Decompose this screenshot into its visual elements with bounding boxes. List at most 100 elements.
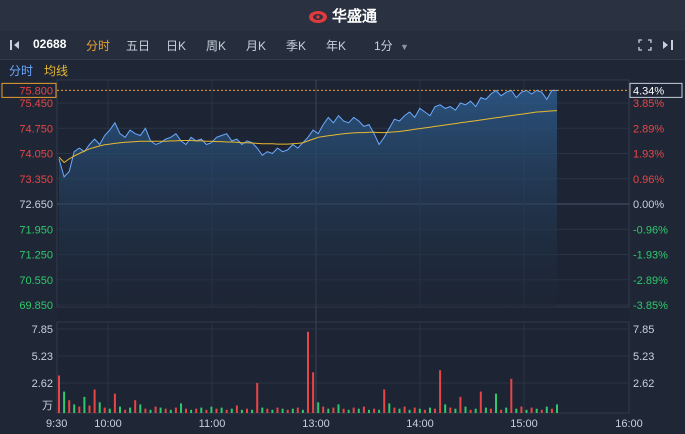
- pct-tick-label: 1.93%: [633, 149, 664, 161]
- current-pct-box: [629, 82, 683, 98]
- volume-bar: [429, 407, 431, 413]
- volume-bar: [134, 400, 137, 413]
- volume-bar: [286, 409, 289, 413]
- volume-bar: [357, 408, 360, 413]
- volume-bar: [124, 409, 127, 413]
- volume-bar: [174, 407, 177, 413]
- tab-weekly-k[interactable]: 周K: [206, 39, 227, 53]
- volume-bar: [210, 406, 213, 413]
- volume-bar: [352, 407, 355, 413]
- price-tick-label: 71.950: [19, 224, 53, 236]
- sub-tab-average[interactable]: 均线: [44, 64, 69, 78]
- price-area-fill: [59, 90, 557, 308]
- time-tick-label: 14:00: [406, 418, 434, 430]
- tab-intraday[interactable]: 分时: [86, 39, 111, 53]
- time-tick-label: 15:00: [510, 418, 538, 430]
- volume-bar: [149, 409, 152, 413]
- tab-quarterly-k[interactable]: 季K: [286, 39, 307, 53]
- collapse-right-icon[interactable]: [660, 39, 676, 51]
- volume-bar: [301, 409, 304, 413]
- time-tick-label: 13:00: [302, 418, 330, 430]
- volume-bar: [347, 409, 350, 413]
- volume-bar: [93, 389, 96, 413]
- interval-select[interactable]: 1分 ▼: [374, 37, 409, 54]
- fullscreen-icon[interactable]: [638, 39, 652, 51]
- volume-bar: [73, 404, 76, 413]
- current-price-box: [1, 82, 57, 98]
- stock-code: 02688: [33, 37, 67, 51]
- volume-bar: [489, 408, 492, 413]
- volume-bar: [495, 393, 497, 413]
- collapse-left-icon[interactable]: [9, 39, 23, 51]
- volume-bar: [413, 407, 416, 413]
- volume-tick-label-right: 2.62: [633, 378, 654, 390]
- volume-bar: [205, 409, 208, 413]
- volume-bar: [113, 393, 116, 413]
- volume-bar: [63, 391, 66, 413]
- volume-bar: [403, 406, 406, 413]
- volume-bar: [307, 331, 309, 413]
- axis-labels: 75.450 3.85% 74.750 2.89% 74.050 1.93% 73.350 0…: [1, 82, 683, 430]
- volume-bar: [317, 402, 320, 413]
- volume-tick-label: 2.62: [32, 378, 53, 390]
- volume-bar: [180, 403, 182, 413]
- volume-bar: [342, 408, 345, 413]
- volume-bar: [98, 402, 101, 413]
- pct-tick-label: 0.00%: [633, 199, 664, 211]
- volume-bar: [556, 404, 558, 413]
- volume-bar: [434, 408, 436, 413]
- volume-bar: [312, 372, 315, 413]
- brand-logo-icon: [308, 10, 327, 23]
- sub-tab-intraday[interactable]: 分时: [9, 64, 34, 78]
- interval-label: 1分: [374, 39, 393, 53]
- volume-bar: [154, 406, 157, 413]
- tab-yearly-k[interactable]: 年K: [326, 39, 347, 53]
- volume-bar: [185, 408, 187, 413]
- volume-bar: [383, 389, 386, 413]
- price-tick-label: 73.350: [19, 174, 53, 186]
- volume-bar: [88, 405, 91, 413]
- volume-bar: [373, 408, 376, 413]
- volume-bar: [337, 404, 340, 413]
- price-lines: [58, 89, 558, 178]
- toolbar: 02688 分时 五日 日K 周K 月K 季K 年K 1分 ▼: [0, 31, 685, 60]
- volume-bar: [510, 378, 513, 413]
- price-tick-label: 72.650: [19, 199, 53, 211]
- volume-tick-label: 5.23: [32, 351, 53, 363]
- tab-monthly-k[interactable]: 月K: [246, 39, 267, 53]
- volume-bar: [545, 406, 548, 413]
- volume-bar: [271, 409, 274, 413]
- tab-daily-k[interactable]: 日K: [166, 39, 187, 53]
- price-tick-label: 74.750: [19, 123, 53, 135]
- volume-bar: [159, 407, 162, 413]
- volume-bar: [281, 408, 284, 413]
- brand-name: 华盛通: [331, 8, 377, 25]
- tab-five-day[interactable]: 五日: [126, 39, 151, 53]
- sub-tabs: 分时 均线: [0, 59, 685, 79]
- current-pct-label: 4.34%: [633, 85, 664, 97]
- current-price-label: 75.800: [19, 85, 53, 97]
- volume-bar: [550, 408, 553, 413]
- volume-bar: [200, 407, 203, 413]
- volume-bar: [195, 408, 198, 413]
- volume-bar: [332, 407, 335, 413]
- volume-bar: [444, 404, 447, 413]
- price-tick-label: 71.250: [19, 250, 53, 262]
- volume-bar: [454, 408, 457, 413]
- volume-bar: [540, 409, 543, 413]
- pct-tick-label: -2.89%: [633, 275, 668, 287]
- volume-bar: [230, 408, 233, 413]
- volume-bar: [327, 408, 330, 413]
- title-bar: 华盛通: [0, 0, 685, 31]
- price-area: [59, 90, 557, 308]
- volume-bar: [119, 406, 121, 413]
- time-tick-label: 9:30: [46, 418, 67, 430]
- volume-bar: [398, 408, 401, 413]
- volume-bar: [500, 409, 503, 413]
- volume-bar: [530, 407, 533, 413]
- volume-bar: [68, 400, 71, 413]
- volume-bar: [129, 407, 132, 413]
- volume-bar: [225, 409, 228, 413]
- volume-bar: [266, 408, 269, 413]
